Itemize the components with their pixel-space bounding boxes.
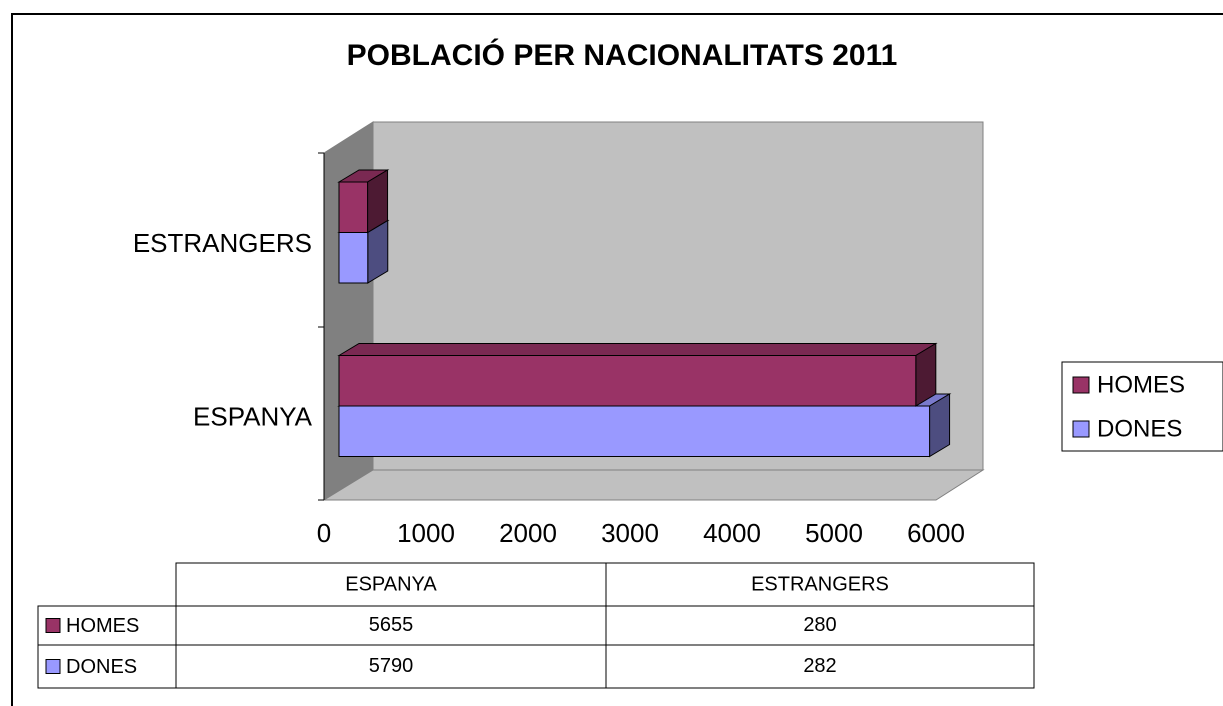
- category-label: ESPANYA: [193, 401, 313, 431]
- x-tick-label: 4000: [703, 518, 761, 548]
- floor: [322, 469, 985, 501]
- table-row-label: HOMES: [66, 615, 139, 637]
- bars: ESPANYA ESTRANGERS: [133, 169, 952, 458]
- bar-front: [338, 355, 917, 407]
- x-tick-label: 1000: [397, 518, 455, 548]
- legend-label: HOMES: [1097, 371, 1185, 398]
- table-header: ESTRANGERS: [751, 573, 889, 595]
- x-tick-label: 2000: [499, 518, 557, 548]
- legend-label: DONES: [1097, 415, 1182, 442]
- bar-front: [338, 181, 369, 233]
- legend-entries: HOMES DONES: [1072, 371, 1185, 442]
- bar: [337, 169, 390, 234]
- legend-swatch: [1072, 420, 1090, 438]
- bar-front: [338, 405, 931, 457]
- category-label: ESTRANGERS: [133, 228, 312, 258]
- x-tick-label: 3000: [601, 518, 659, 548]
- table-value: 5790: [369, 655, 414, 677]
- data-table: ESPANYA ESTRANGERS HOMES 5655 280 DONES 5790 28…: [37, 562, 1035, 689]
- legend-swatch: [1072, 376, 1090, 394]
- table-value: 282: [803, 655, 836, 677]
- chart-title: POBLACIÓ PER NACIONALITATS 2011: [347, 38, 898, 72]
- bar: [337, 342, 938, 407]
- bar-front: [338, 232, 369, 284]
- x-axis: 0 1000 2000 3000 4000 5000 6000: [317, 518, 965, 548]
- table-value: 280: [803, 614, 836, 636]
- x-tick-label: 5000: [805, 518, 863, 548]
- table-swatch: [45, 618, 61, 633]
- x-tick-label: 6000: [907, 518, 965, 548]
- table-value: 5655: [369, 614, 414, 636]
- bar-top: [337, 343, 938, 356]
- table-swatch: [45, 659, 61, 674]
- x-tick-label: 0: [317, 518, 331, 548]
- table-header: ESPANYA: [345, 573, 437, 595]
- table-row-label: DONES: [66, 656, 137, 678]
